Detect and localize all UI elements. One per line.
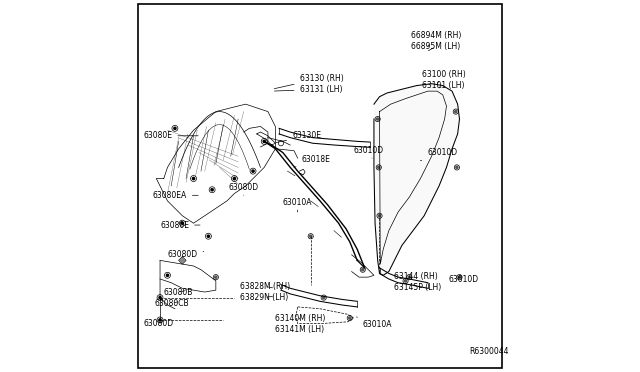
Circle shape (159, 296, 161, 299)
Circle shape (458, 276, 461, 278)
Circle shape (181, 222, 184, 224)
Text: 63130E: 63130E (276, 131, 321, 142)
Text: 63131 (LH): 63131 (LH) (275, 85, 342, 94)
Circle shape (376, 118, 379, 120)
Text: 63080D: 63080D (143, 319, 173, 328)
Text: 63080E: 63080E (160, 221, 200, 230)
Circle shape (404, 280, 406, 282)
Text: 63018E: 63018E (294, 155, 330, 167)
Text: 63080D: 63080D (229, 183, 259, 195)
Circle shape (362, 269, 364, 271)
Text: R6300044: R6300044 (468, 347, 508, 356)
Circle shape (408, 276, 410, 278)
Circle shape (378, 166, 380, 169)
Polygon shape (374, 84, 460, 275)
Circle shape (193, 177, 195, 180)
Text: 63101 (LH): 63101 (LH) (422, 81, 465, 90)
Text: 66894M (RH): 66894M (RH) (411, 31, 461, 46)
Text: 63130 (RH): 63130 (RH) (275, 74, 343, 89)
Text: 63010A: 63010A (356, 317, 392, 329)
Circle shape (323, 296, 325, 299)
Text: 63145P (LH): 63145P (LH) (394, 283, 442, 292)
Text: 63141M (LH): 63141M (LH) (275, 318, 324, 334)
Text: 63080B: 63080B (164, 288, 193, 296)
Circle shape (215, 276, 217, 278)
Circle shape (252, 170, 254, 172)
Circle shape (263, 140, 266, 142)
Circle shape (310, 235, 312, 237)
Circle shape (456, 166, 458, 169)
Text: 63829N (LH): 63829N (LH) (240, 293, 288, 302)
Text: 63140M (RH): 63140M (RH) (275, 311, 326, 323)
Text: 63100 (RH): 63100 (RH) (422, 70, 466, 84)
Text: 63010D: 63010D (353, 146, 383, 158)
Text: 63010D: 63010D (420, 148, 457, 161)
Polygon shape (179, 257, 186, 263)
Circle shape (211, 189, 213, 191)
Circle shape (378, 215, 381, 217)
Circle shape (349, 317, 351, 319)
Text: 63010A: 63010A (283, 198, 312, 212)
Circle shape (454, 110, 457, 113)
Text: 63144 (RH): 63144 (RH) (394, 272, 438, 280)
Text: 63080D: 63080D (168, 250, 204, 259)
Text: 63010D: 63010D (449, 275, 479, 283)
Text: 66895M (LH): 66895M (LH) (411, 42, 460, 51)
Text: 63080CB: 63080CB (154, 299, 189, 308)
Circle shape (207, 235, 209, 237)
Circle shape (166, 274, 168, 276)
Text: 63828M (RH): 63828M (RH) (240, 282, 290, 291)
Text: 63080EA: 63080EA (152, 191, 198, 200)
Circle shape (234, 177, 236, 180)
Circle shape (159, 319, 161, 321)
Circle shape (174, 127, 176, 129)
Text: 63080E: 63080E (143, 131, 198, 140)
